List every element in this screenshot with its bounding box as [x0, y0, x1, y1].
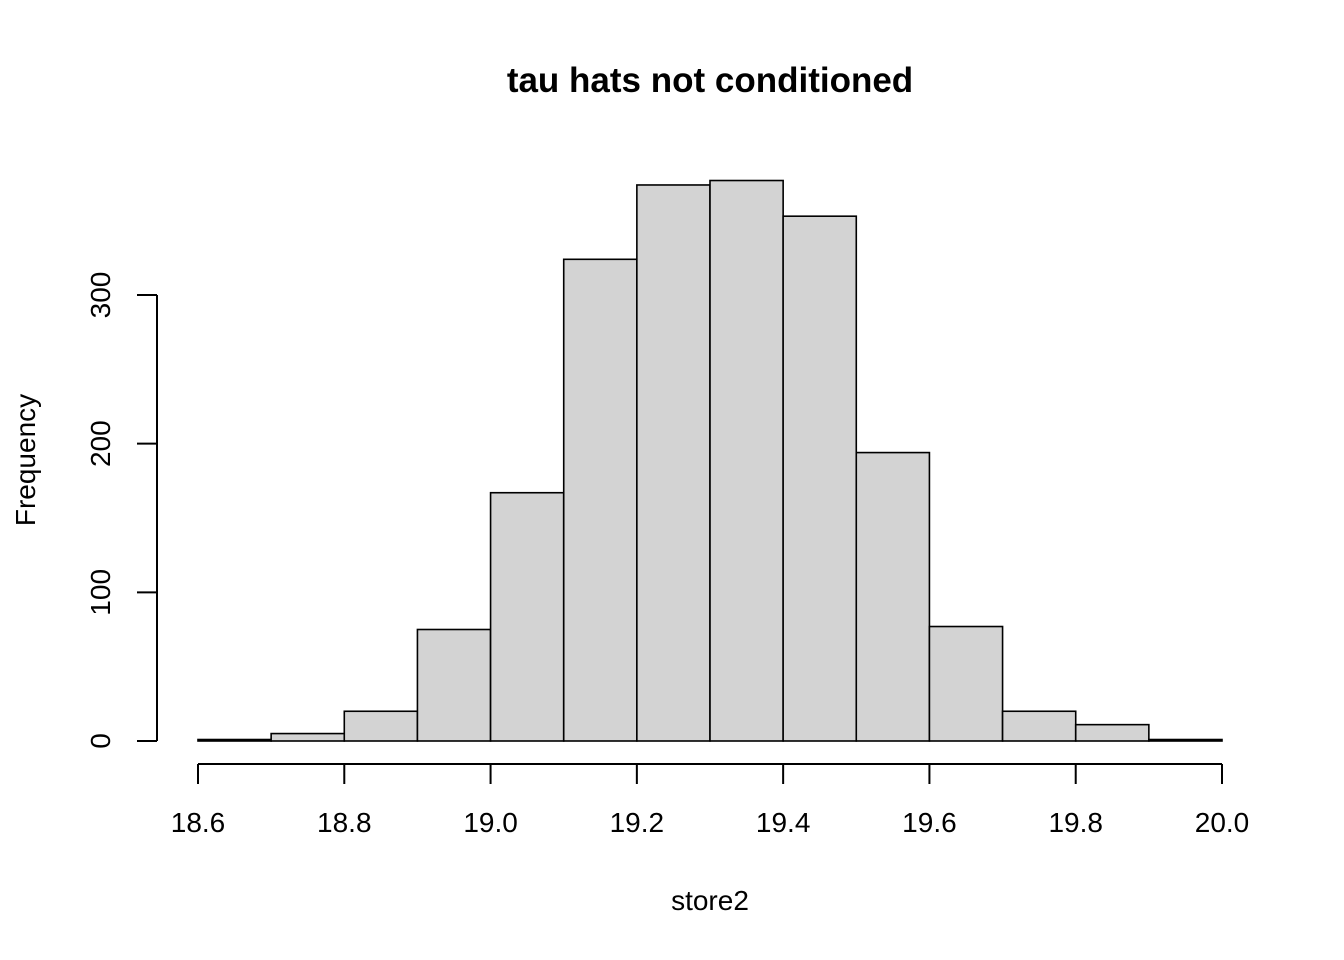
histogram-bar — [343, 710, 419, 742]
x-tick-label: 19.0 — [463, 807, 518, 838]
y-axis-label: Frequency — [10, 394, 41, 526]
x-tick-label: 19.2 — [610, 807, 665, 838]
histogram-bars — [197, 179, 1223, 742]
histogram-bar — [1074, 723, 1150, 742]
histogram-bar — [709, 179, 784, 742]
x-tick-label: 19.8 — [1048, 807, 1103, 838]
histogram-bar — [197, 738, 272, 742]
y-axis: 0 100 200 300 — [85, 272, 158, 749]
histogram-bar — [855, 451, 931, 742]
histogram-bar — [928, 625, 1004, 742]
y-tick-label: 100 — [85, 569, 116, 616]
chart-title: tau hats not conditioned — [507, 61, 913, 100]
histogram-bar — [636, 184, 711, 742]
x-tick-label: 18.6 — [171, 807, 226, 838]
x-axis-label: store2 — [671, 885, 749, 916]
histogram-bar — [782, 215, 858, 742]
y-tick-label: 200 — [85, 420, 116, 467]
histogram-bar — [562, 258, 638, 742]
histogram-bar — [1148, 738, 1223, 742]
histogram-bar — [270, 732, 346, 742]
histogram-bar — [489, 491, 565, 742]
x-axis: 18.6 18.8 19.0 19.2 19.4 19.6 19.8 20.0 — [171, 763, 1250, 838]
x-tick-label: 19.4 — [756, 807, 811, 838]
histogram-bar — [416, 628, 492, 742]
x-tick-label: 19.6 — [902, 807, 957, 838]
x-tick-label: 20.0 — [1195, 807, 1250, 838]
x-tick-label: 18.8 — [317, 807, 372, 838]
y-tick-label: 0 — [85, 733, 116, 749]
y-tick-label: 300 — [85, 272, 116, 319]
histogram-bar — [1001, 710, 1077, 742]
